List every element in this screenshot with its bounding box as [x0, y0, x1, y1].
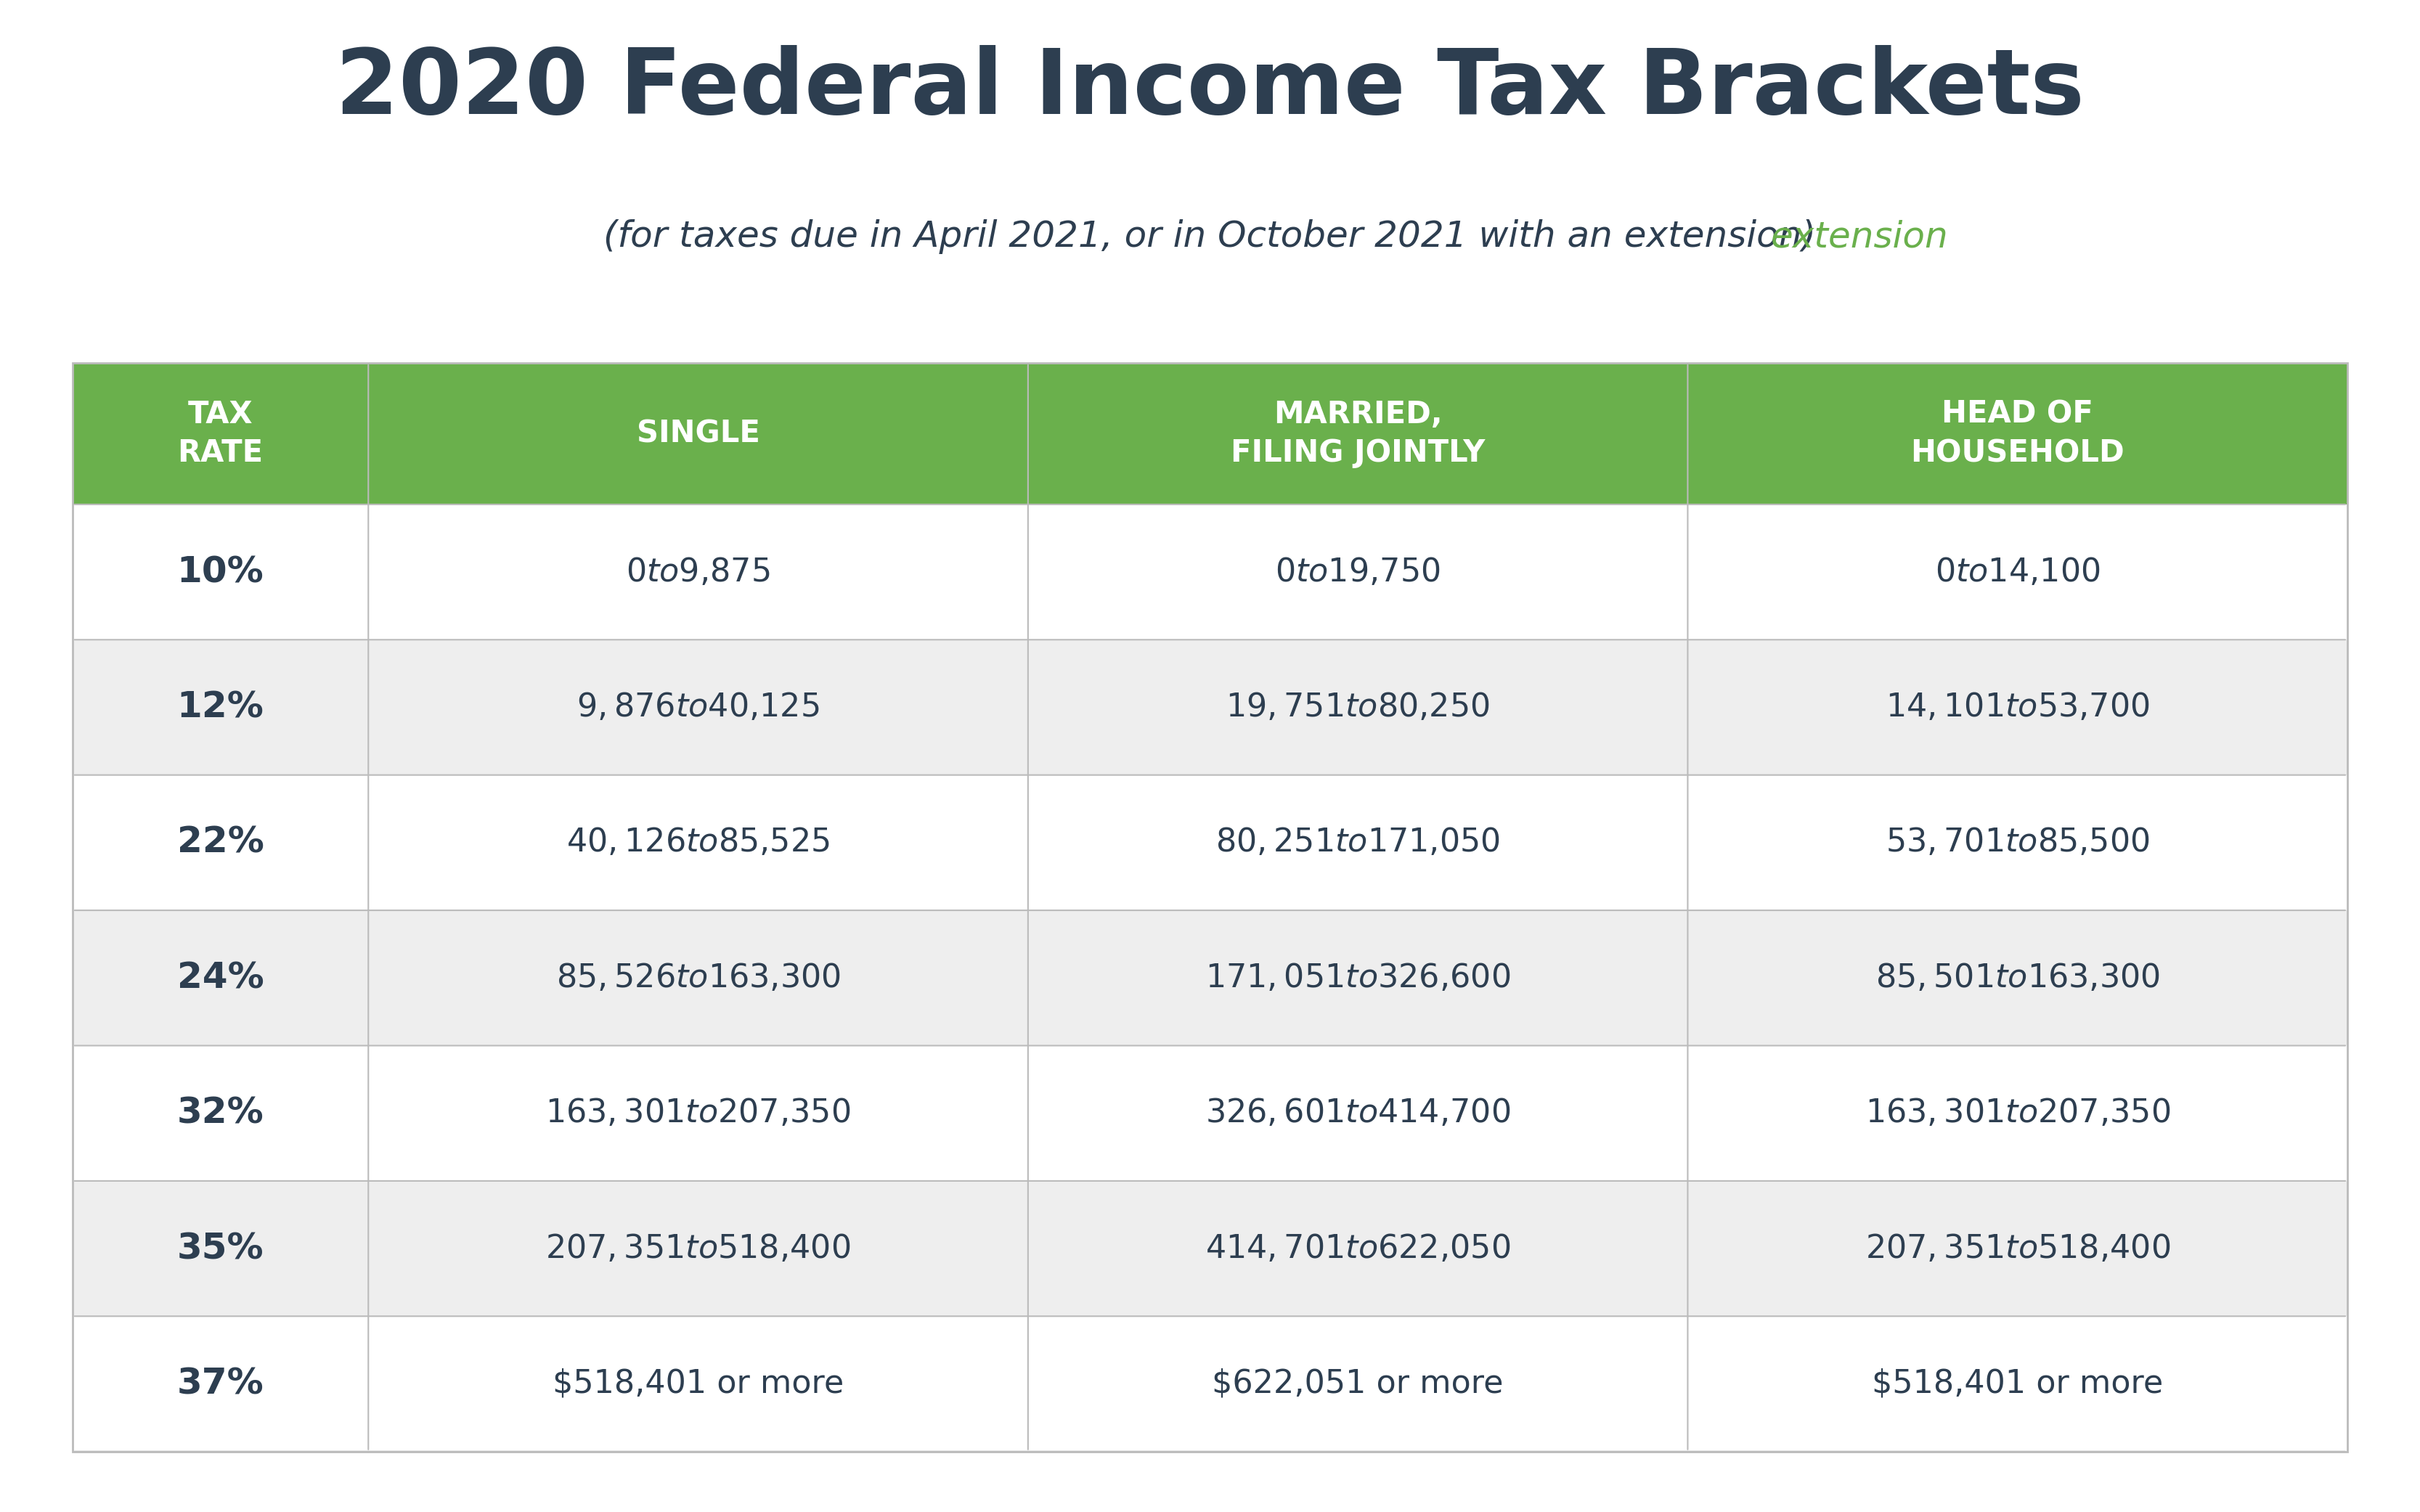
- Text: 2020 Federal Income Tax Brackets: 2020 Federal Income Tax Brackets: [336, 45, 2084, 133]
- Bar: [73, 505, 2347, 640]
- Bar: [1687, 363, 2347, 505]
- Bar: [368, 363, 1028, 505]
- Text: TAX
RATE: TAX RATE: [177, 399, 264, 469]
- Text: $622,051 or more: $622,051 or more: [1212, 1368, 1503, 1400]
- Bar: [73, 363, 368, 505]
- Text: 32%: 32%: [177, 1096, 264, 1131]
- Text: $85,501 to $163,300: $85,501 to $163,300: [1876, 962, 2161, 993]
- Text: 35%: 35%: [177, 1231, 264, 1266]
- Bar: [73, 1046, 2347, 1181]
- Text: 12%: 12%: [177, 689, 264, 724]
- Text: (for taxes due in April 2021, or in October 2021 with an: (for taxes due in April 2021, or in Octo…: [699, 219, 1721, 254]
- Text: $9,876 to $40,125: $9,876 to $40,125: [576, 692, 820, 723]
- Text: $53,701 to $85,500: $53,701 to $85,500: [1885, 827, 2149, 859]
- Text: $163,301 to $207,350: $163,301 to $207,350: [1866, 1098, 2171, 1129]
- Bar: [73, 363, 2347, 1452]
- Text: $40,126 to $85,525: $40,126 to $85,525: [566, 827, 830, 859]
- Text: $80,251 to $171,050: $80,251 to $171,050: [1215, 827, 1500, 859]
- Text: $518,401 or more: $518,401 or more: [1873, 1368, 2163, 1400]
- Bar: [73, 910, 2347, 1046]
- Text: $207,351 to $518,400: $207,351 to $518,400: [1866, 1232, 2171, 1264]
- Text: $171,051 to $326,600: $171,051 to $326,600: [1205, 962, 1510, 993]
- Text: extension: extension: [1771, 219, 1948, 254]
- Text: $518,401 or more: $518,401 or more: [552, 1368, 845, 1400]
- Text: 37%: 37%: [177, 1367, 264, 1402]
- Bar: [73, 640, 2347, 776]
- Bar: [73, 776, 2347, 910]
- Text: 10%: 10%: [177, 555, 264, 590]
- Bar: [73, 1181, 2347, 1317]
- Text: $0 to $14,100: $0 to $14,100: [1936, 556, 2101, 588]
- Text: 24%: 24%: [177, 960, 264, 995]
- Text: $85,526 to $163,300: $85,526 to $163,300: [557, 962, 840, 993]
- Text: $14,101 to $53,700: $14,101 to $53,700: [1885, 692, 2149, 723]
- Text: $0 to $19,750: $0 to $19,750: [1275, 556, 1440, 588]
- Text: SINGLE: SINGLE: [636, 419, 760, 449]
- Text: $207,351 to $518,400: $207,351 to $518,400: [545, 1232, 852, 1264]
- Text: $414,701 to $622,050: $414,701 to $622,050: [1205, 1232, 1510, 1264]
- Text: 22%: 22%: [177, 826, 264, 860]
- Text: $326,601 to $414,700: $326,601 to $414,700: [1205, 1098, 1510, 1129]
- Text: MARRIED,
FILING JOINTLY: MARRIED, FILING JOINTLY: [1232, 399, 1486, 469]
- Text: $163,301 to $207,350: $163,301 to $207,350: [545, 1098, 852, 1129]
- Text: HEAD OF
HOUSEHOLD: HEAD OF HOUSEHOLD: [1912, 399, 2125, 469]
- Bar: [1028, 363, 1687, 505]
- Text: $19,751 to $80,250: $19,751 to $80,250: [1227, 692, 1491, 723]
- Text: (for taxes due in April 2021, or in October 2021 with an extension): (for taxes due in April 2021, or in Octo…: [603, 219, 1817, 254]
- Text: (for taxes due in April 2021, or in October 2021 with an extension: (for taxes due in April 2021, or in Octo…: [610, 219, 1810, 254]
- Bar: [73, 1317, 2347, 1452]
- Text: $0 to $9,875: $0 to $9,875: [627, 556, 770, 588]
